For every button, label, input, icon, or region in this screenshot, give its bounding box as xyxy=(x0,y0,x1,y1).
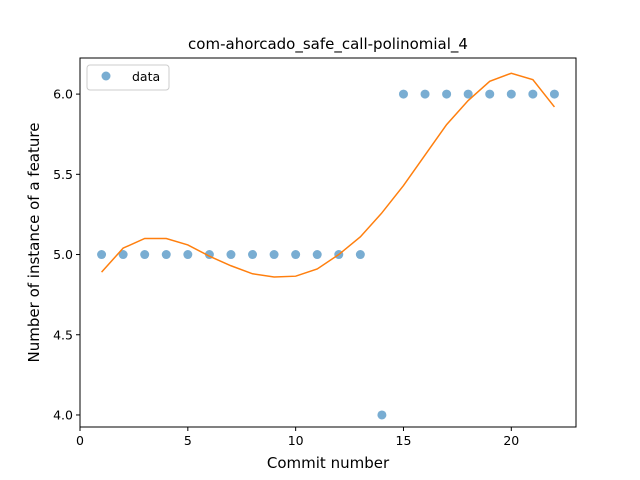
data-point xyxy=(269,250,279,260)
data-point xyxy=(97,250,107,260)
data-point xyxy=(442,89,452,99)
plot-area xyxy=(97,72,559,420)
data-point xyxy=(140,250,150,260)
data-point xyxy=(549,89,559,99)
y-tick-label: 4.5 xyxy=(53,327,73,342)
data-point xyxy=(248,250,258,260)
axes-frame xyxy=(79,57,577,428)
data-point xyxy=(377,410,387,420)
data-point xyxy=(420,89,430,99)
legend-frame xyxy=(86,64,170,91)
data-point xyxy=(161,250,171,260)
data-point xyxy=(312,250,322,260)
data-point xyxy=(355,250,365,260)
x-tick-label: 5 xyxy=(184,433,192,448)
x-axis-label: Commit number xyxy=(267,454,390,472)
data-point xyxy=(226,250,236,260)
y-tick-label: 4.0 xyxy=(53,407,73,422)
x-tick-label: 20 xyxy=(503,433,519,448)
y-axis-label: Number of instance of a feature xyxy=(25,123,43,363)
legend-label: data xyxy=(132,69,160,84)
y-tick-label: 5.5 xyxy=(53,167,73,182)
legend-marker xyxy=(101,71,111,81)
x-tick-label: 10 xyxy=(288,433,304,448)
chart-title: com-ahorcado_safe_call-polinomial_4 xyxy=(188,35,468,54)
y-tick-label: 5.0 xyxy=(53,247,73,262)
axis-ticks: 0 5 10 15 20 4.0 4.5 5.0 5.5 6.0 xyxy=(53,87,519,448)
fit-line xyxy=(101,72,556,278)
x-tick-label: 15 xyxy=(396,433,412,448)
legend: data xyxy=(86,64,170,91)
data-point xyxy=(183,250,193,260)
data-point xyxy=(398,89,408,99)
data-point xyxy=(118,250,128,260)
data-point xyxy=(528,89,538,99)
x-tick-label: 0 xyxy=(76,433,84,448)
data-point xyxy=(463,89,473,99)
data-point xyxy=(291,250,301,260)
y-tick-label: 6.0 xyxy=(53,87,73,102)
data-point xyxy=(485,89,495,99)
data-point xyxy=(506,89,516,99)
